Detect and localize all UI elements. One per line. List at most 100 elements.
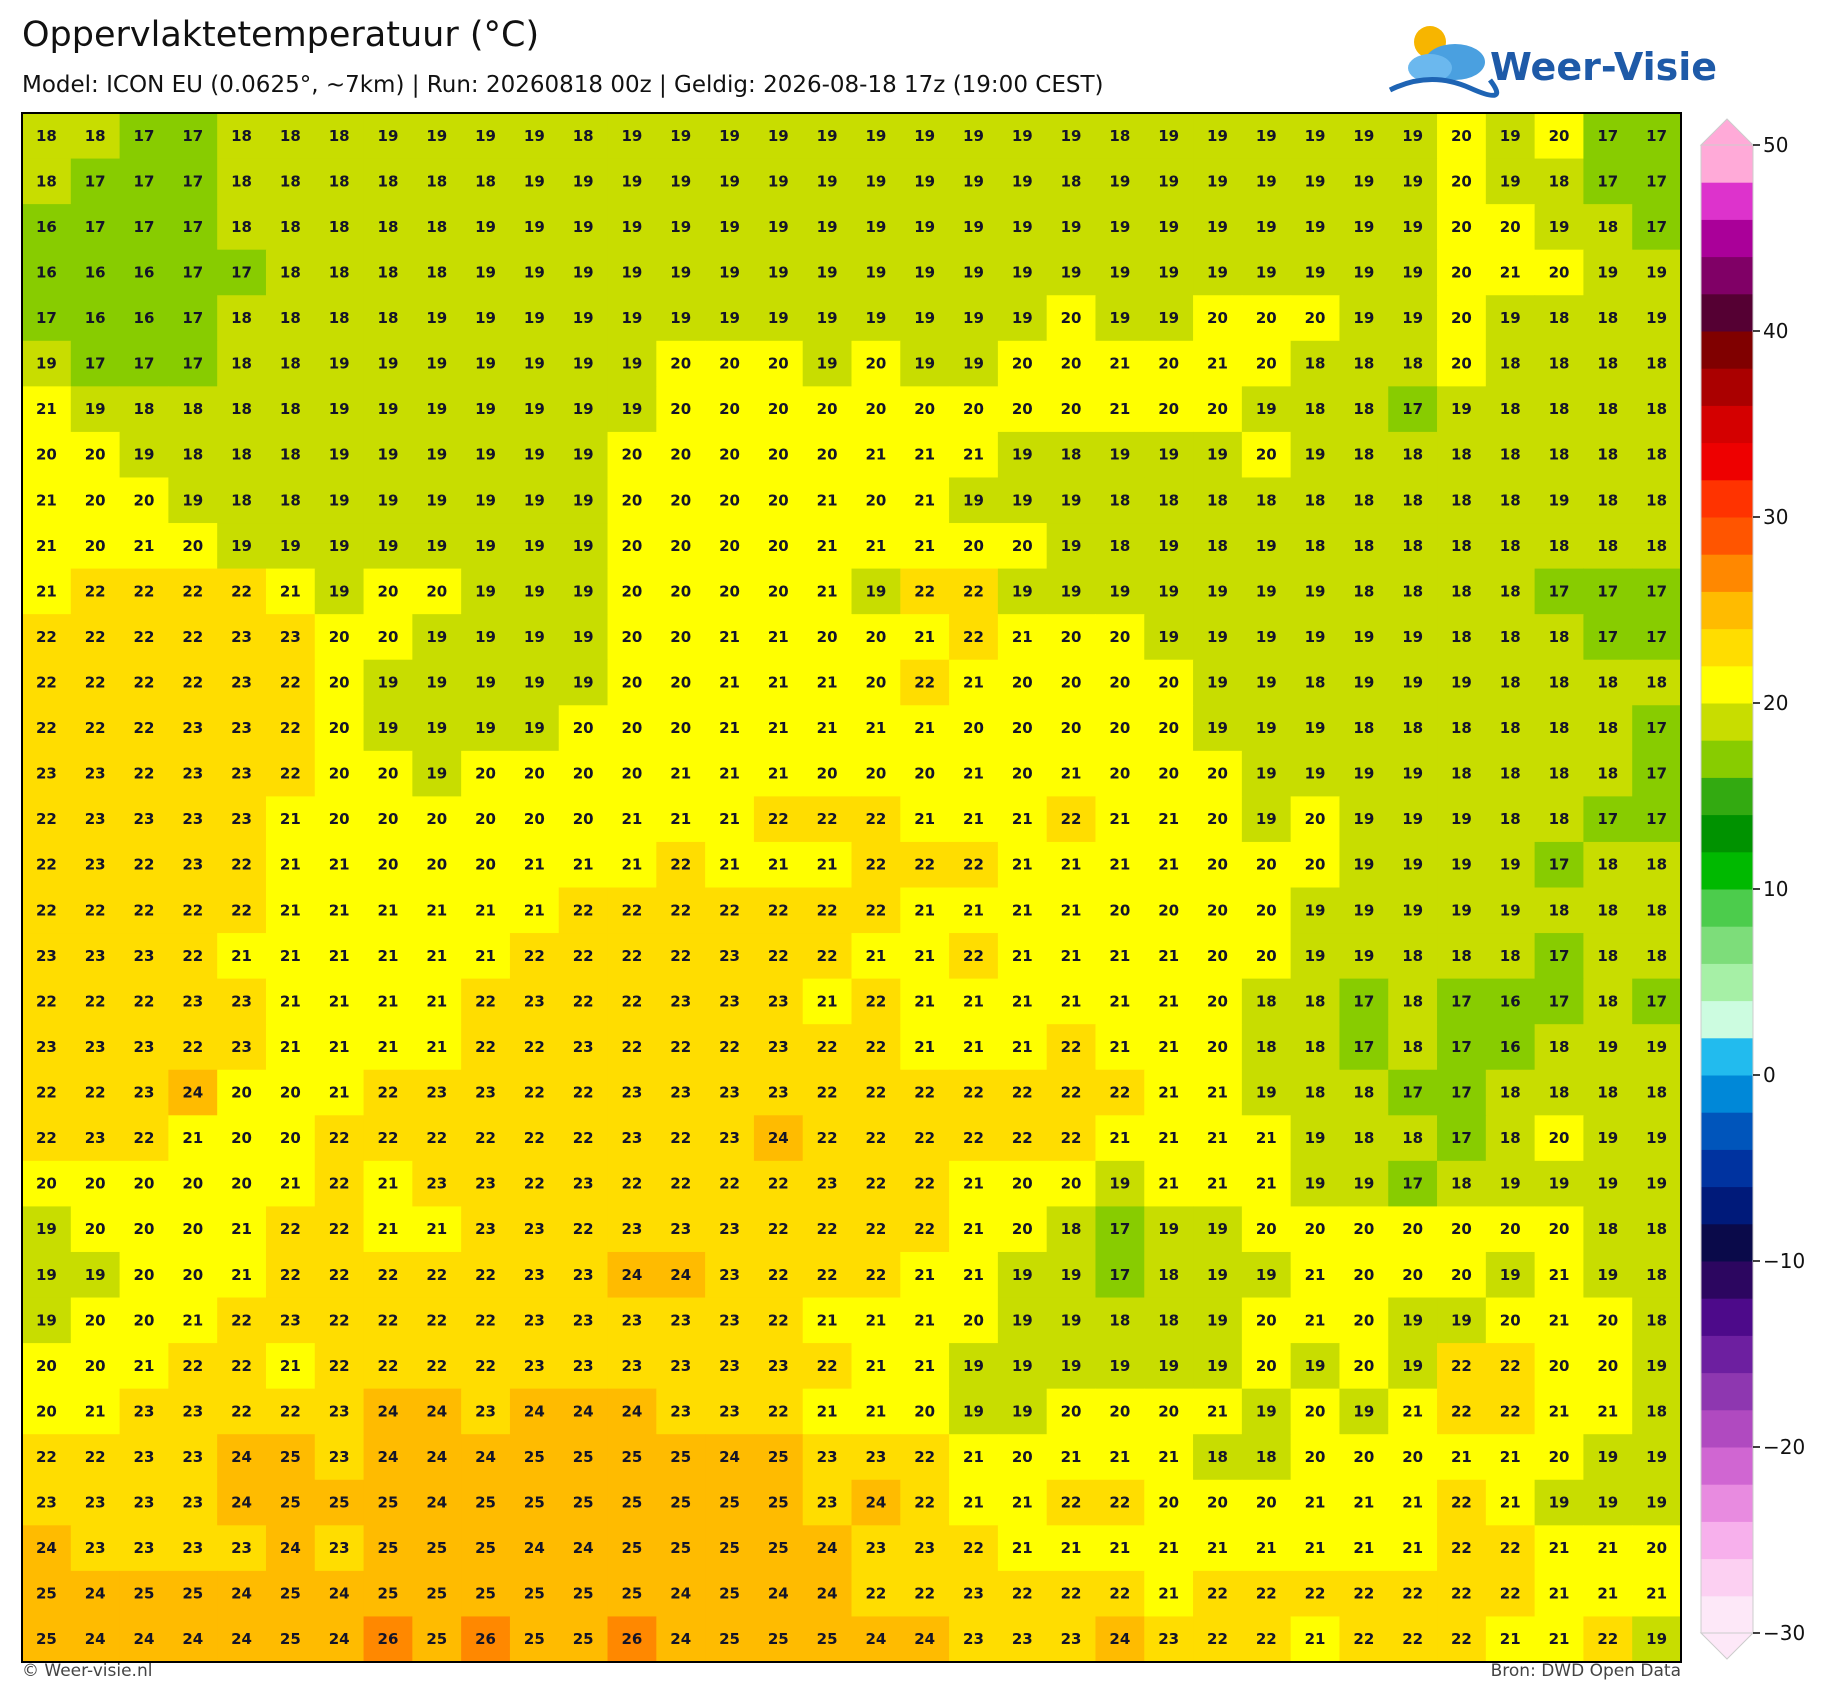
temperature-cell [753,1343,804,1390]
temperature-label: 23 [573,1266,594,1284]
temperature-label: 24 [182,1084,203,1102]
temperature-cell [558,841,609,888]
temperature-label: 22 [573,1220,594,1238]
temperature-cell [607,158,657,205]
temperature-label: 18 [1646,491,1667,509]
temperature-label: 19 [1402,856,1423,874]
temperature-label: 22 [817,901,838,919]
temperature-cell [705,1206,755,1253]
temperature-cell [997,1024,1048,1071]
temperature-label: 21 [963,1494,984,1512]
temperature-cell [753,431,804,478]
temperature-label: 19 [475,491,496,509]
temperature-cell [558,1616,609,1663]
temperature-cell [1583,113,1633,160]
temperature-label: 19 [1012,263,1033,281]
temperature-cell [705,1525,755,1572]
temperature-cell [461,477,511,524]
temperature-label: 17 [1451,1084,1472,1102]
temperature-cell [1583,1525,1633,1572]
temperature-cell [22,705,72,752]
temperature-cell [217,113,267,160]
temperature-label: 21 [1597,1402,1618,1420]
temperature-cell [1632,249,1682,296]
temperature-cell [412,887,462,934]
temperature-label: 19 [1353,1175,1374,1193]
temperature-cell [656,1115,706,1162]
temperature-cell [1485,1024,1536,1071]
temperature-cell [851,1115,901,1162]
temperature-cell [656,705,706,752]
temperature-label: 21 [963,1266,984,1284]
temperature-label: 18 [1646,355,1667,373]
temperature-label: 19 [524,446,545,464]
temperature-label: 25 [524,1630,545,1648]
temperature-cell [1193,1115,1243,1162]
temperature-cell [217,1434,267,1481]
temperature-cell [1193,705,1243,752]
temperature-cell [265,1570,316,1617]
temperature-cell [168,1115,218,1162]
temperature-cell [119,933,169,980]
temperature-label: 20 [621,765,642,783]
temperature-label: 19 [426,719,447,737]
temperature-cell [1290,1388,1340,1435]
temperature-cell [1046,1024,1096,1071]
temperature-cell [1339,841,1389,888]
temperature-cell [265,158,316,205]
temperature-cell [851,386,901,433]
temperature-cell [412,1024,462,1071]
temperature-cell [168,249,218,296]
temperature-label: 23 [134,1084,155,1102]
temperature-cell [949,113,999,160]
temperature-cell [802,1115,852,1162]
temperature-label: 19 [475,309,496,327]
temperature-label: 19 [1353,172,1374,190]
temperature-cell [1046,705,1096,752]
temperature-label: 25 [621,1448,642,1466]
temperature-cell [949,204,999,251]
temperature-label: 22 [1061,810,1082,828]
temperature-cell [1144,978,1194,1025]
temperature-cell [509,750,560,797]
temperature-cell [412,1251,462,1299]
temperature-cell [461,1297,511,1344]
temperature-label: 21 [280,901,301,919]
temperature-cell [70,204,121,251]
temperature-label: 21 [1256,1129,1277,1147]
temperature-cell [509,523,560,570]
temperature-label: 22 [963,947,984,965]
temperature-cell [851,1525,901,1572]
temperature-label: 20 [914,1402,935,1420]
temperature-cell [1095,523,1145,570]
temperature-cell [949,1479,999,1526]
temperature-label: 23 [231,992,252,1010]
temperature-label: 17 [1109,1220,1130,1238]
temperature-label: 19 [1012,446,1033,464]
temperature-label: 20 [1305,810,1326,828]
temperature-cell [314,204,365,251]
temperature-label: 17 [134,218,155,236]
temperature-cell [412,841,462,888]
temperature-cell [22,1434,72,1481]
temperature-cell [314,1206,365,1253]
temperature-cell [1632,750,1682,797]
colorbar-band [1701,1521,1753,1560]
temperature-cell [558,1388,609,1435]
temperature-cell [705,158,755,205]
temperature-cell [1339,113,1389,160]
temperature-label: 21 [1207,1084,1228,1102]
temperature-cell [802,1388,852,1435]
temperature-cell [802,933,852,980]
temperature-cell [1632,1251,1682,1299]
temperature-cell [1095,1024,1145,1071]
temperature-label: 19 [1012,1357,1033,1375]
temperature-label: 19 [1012,309,1033,327]
temperature-cell [217,1024,267,1071]
temperature-label: 21 [914,1311,935,1329]
temperature-cell [656,568,706,615]
temperature-label: 18 [1549,810,1570,828]
temperature-label: 20 [1256,309,1277,327]
temperature-label: 19 [719,172,740,190]
colorbar-band [1701,331,1753,369]
